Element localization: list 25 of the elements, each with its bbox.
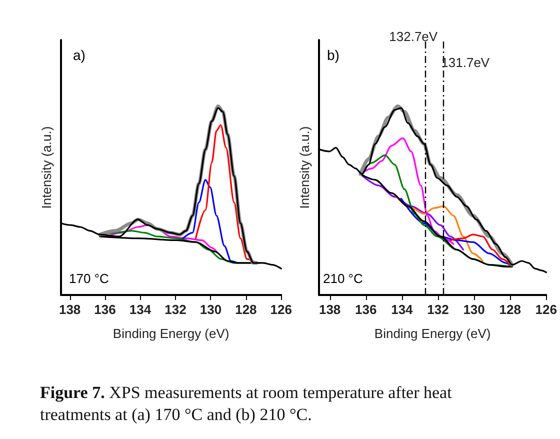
annotation: 210 °C [323,271,363,286]
ref-line-label: 132.7eV [389,29,438,44]
x-tick-label: 138 [58,302,81,317]
x-tick-label: 136 [94,302,116,317]
x-tick-label: 130 [463,302,485,317]
x-tick-label: 128 [235,302,257,317]
caption: Figure 7. XPS measurements at room temperature after heat treatments at (a) 170 °C and (b) 210 °C. [40,382,453,426]
annotation: 170 °C [69,271,109,286]
x-tick-label: 134 [391,302,414,317]
y-axis-title: Intensity (a.u.) [39,126,54,209]
x-tick-label: 132 [427,302,449,317]
x-tick-label: 138 [318,302,341,317]
x-tick-label: 126 [535,302,558,317]
ref-line-label: 131.7eV [441,55,490,70]
x-tick-label: 134 [129,302,152,317]
text: b) [327,47,340,63]
x-tick-label: 136 [355,302,377,317]
y-axis-title: Intensity (a.u.) [297,126,312,209]
x-tick-label: 128 [499,302,521,317]
text: a) [73,47,86,63]
x-axis-title: Binding Energy (eV) [112,326,230,341]
x-tick-label: 130 [200,302,222,317]
x-tick-label: 126 [270,302,292,317]
x-tick-label: 132 [164,302,186,317]
x-axis-title: Binding Energy (eV) [374,326,491,341]
